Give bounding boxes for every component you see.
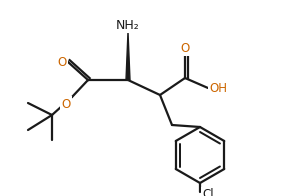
- Polygon shape: [126, 32, 130, 80]
- Text: Cl: Cl: [202, 189, 214, 196]
- Text: O: O: [57, 55, 67, 68]
- Text: NH₂: NH₂: [116, 18, 140, 32]
- Text: OH: OH: [209, 82, 227, 94]
- Text: O: O: [61, 97, 71, 111]
- Text: O: O: [180, 42, 190, 54]
